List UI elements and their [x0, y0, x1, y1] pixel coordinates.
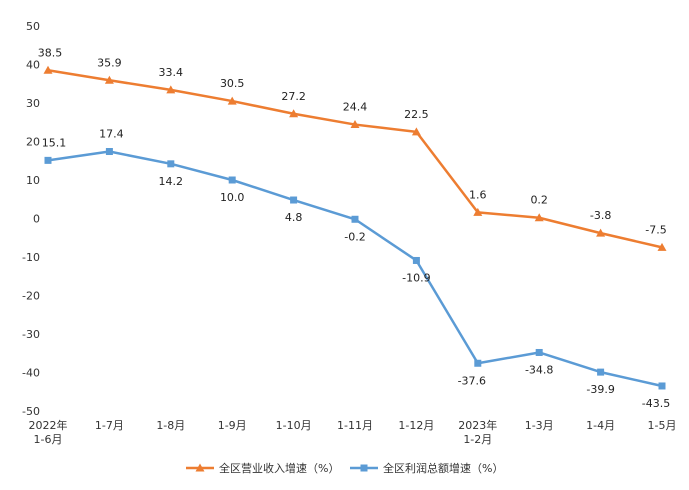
x-axis: 2022年 1-6月 1-7月 1-8月 1-9月 1-10月 1-11月 1-12月 2023… — [29, 418, 677, 446]
y-tick-label: 10 — [26, 174, 40, 187]
series-2-data-label: 15.1 — [42, 136, 67, 149]
series-2-data-label: -10.9 — [402, 271, 430, 284]
y-tick-label: -10 — [22, 251, 40, 264]
series-1-data-label: 35.9 — [97, 56, 122, 69]
series-line-2 — [46, 150, 664, 388]
series-2-point — [290, 196, 298, 204]
series-1-point — [289, 109, 299, 118]
series-1-data-label: 22.5 — [404, 108, 429, 121]
series-1-point — [227, 96, 237, 105]
series-1-point — [534, 213, 544, 222]
x-tick-label: 1-11月 — [337, 419, 373, 432]
series-2-data-label: 14.2 — [159, 175, 184, 188]
x-tick-label: 1-12月 — [398, 419, 434, 432]
legend-label-1: 全区营业收入增速（%） — [219, 461, 339, 475]
data-labels: 38.5 35.9 33.4 30.5 27.2 24.4 22.5 1.6 0.2 -3.8 -7… — [38, 46, 670, 410]
series-1-point — [350, 120, 360, 129]
series-2-data-label: 4.8 — [285, 211, 303, 224]
y-tick-label: 40 — [26, 59, 40, 72]
series-1-data-label: 0.2 — [530, 194, 548, 207]
series-1-data-label: 30.5 — [220, 77, 245, 90]
series-1-data-label: -7.5 — [645, 223, 666, 236]
series-1-data-label: 1.6 — [469, 188, 487, 201]
series-2-data-label: 17.4 — [99, 128, 124, 141]
x-tick-label: 1-7月 — [95, 419, 124, 432]
x-tick-label: 1-4月 — [586, 419, 615, 432]
series-1-point — [104, 75, 114, 84]
x-tick-label: 1-3月 — [525, 419, 554, 432]
series-group — [43, 65, 667, 390]
y-tick-label: -40 — [22, 367, 40, 380]
legend: 全区营业收入增速（%） 全区利润总额增速（%） — [186, 461, 503, 475]
series-1-point — [43, 65, 53, 74]
x-tick-label: 2022年 1-6月 — [29, 418, 68, 446]
series-1-data-label: 24.4 — [343, 101, 368, 114]
series-2-point — [351, 215, 359, 223]
x-tick-label: 1-5月 — [648, 419, 677, 432]
series-1-point — [166, 85, 176, 94]
series-1-data-label: 33.4 — [159, 66, 184, 79]
series-1-point — [596, 228, 606, 237]
series-2-point — [167, 160, 175, 168]
series-1-point — [657, 242, 667, 251]
series-2-point — [44, 156, 52, 164]
series-2-data-label: -39.9 — [586, 383, 614, 396]
x-tick-label: 1-10月 — [276, 419, 312, 432]
series-2-point — [597, 368, 605, 376]
series-1-point — [411, 127, 421, 136]
x-tick-label: 1-8月 — [156, 419, 185, 432]
series-2-data-label: -43.5 — [642, 397, 670, 410]
y-tick-label: 20 — [26, 136, 40, 149]
legend-marker-1 — [195, 463, 205, 472]
series-2-data-label: -37.6 — [458, 374, 486, 387]
y-tick-label: -30 — [22, 328, 40, 341]
legend-marker-2 — [360, 464, 368, 472]
series-2-point — [658, 382, 666, 390]
y-tick-label: 30 — [26, 97, 40, 110]
y-tick-label: 50 — [26, 20, 40, 33]
series-2-point — [105, 148, 113, 156]
x-tick-label: 1-9月 — [218, 419, 247, 432]
series-2-data-label: -0.2 — [344, 230, 365, 243]
series-1-point — [473, 207, 483, 216]
legend-label-2: 全区利润总额增速（%） — [383, 461, 503, 475]
y-tick-label: -50 — [22, 405, 40, 418]
series-1-data-label: -3.8 — [590, 209, 611, 222]
series-2-point — [474, 359, 482, 367]
series-2-point — [535, 348, 543, 356]
series-2-data-label: 10.0 — [220, 191, 245, 204]
series-1-data-label: 38.5 — [38, 46, 63, 59]
y-axis: 50 40 30 20 10 0 -10 -20 -30 -40 -50 — [22, 20, 40, 418]
y-tick-label: 0 — [33, 213, 40, 226]
y-tick-label: -20 — [22, 290, 40, 303]
series-1-data-label: 27.2 — [281, 90, 306, 103]
series-2-point — [412, 256, 420, 264]
x-tick-label: 2023年 1-2月 — [458, 418, 497, 446]
series-2-point — [228, 176, 236, 184]
series-2-data-label: -34.8 — [525, 363, 553, 376]
